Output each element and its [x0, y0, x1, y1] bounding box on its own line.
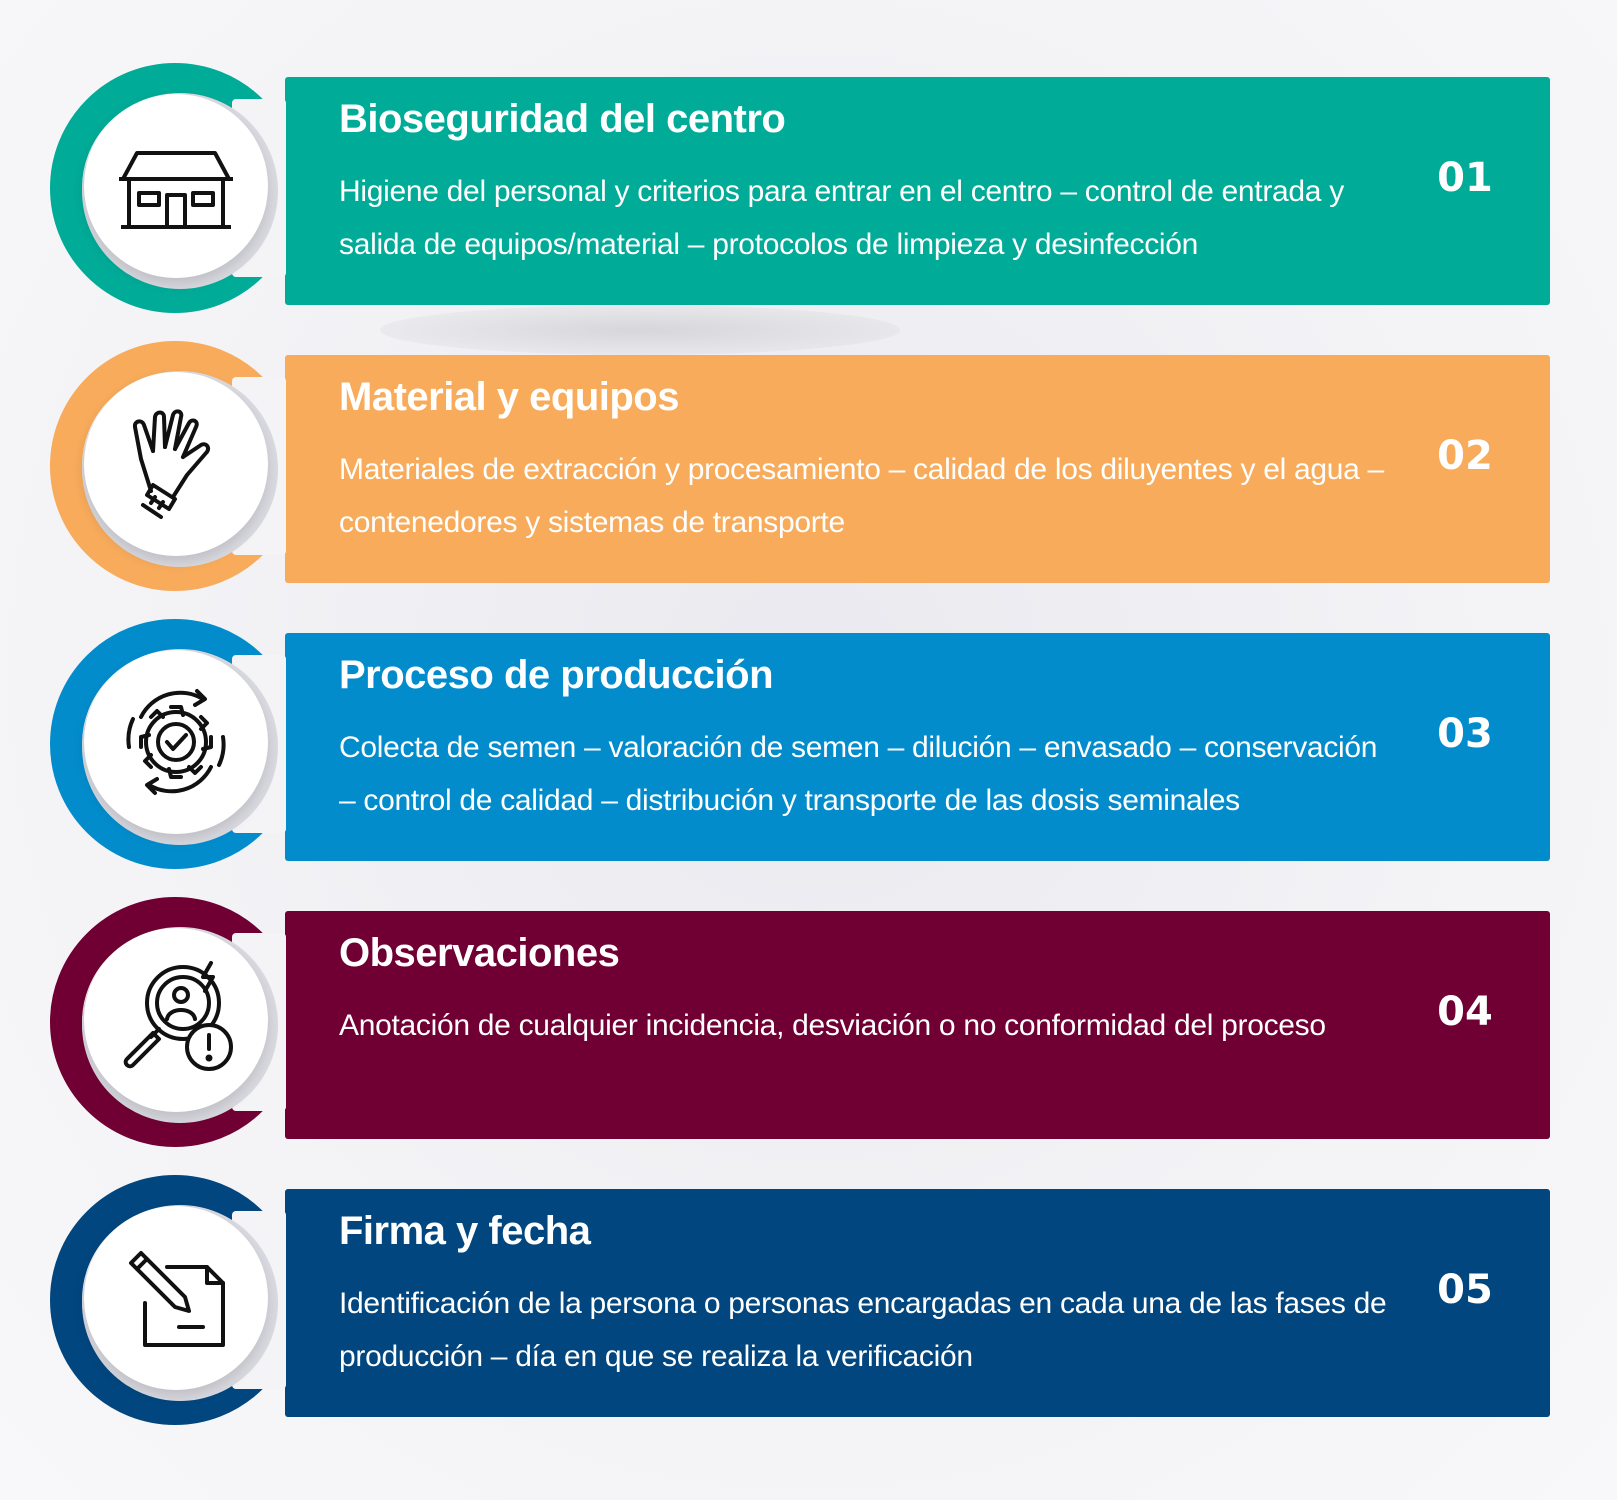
step-description: Higiene del personal y criterios para en… — [339, 175, 1344, 261]
step-card — [285, 1189, 1550, 1417]
icon-disc — [84, 650, 268, 834]
step-number: 01 — [1437, 155, 1493, 201]
step-number: 04 — [1437, 989, 1493, 1035]
step-title: Material y equipos — [339, 375, 679, 419]
decorative-shadow — [380, 305, 900, 355]
step-number: 03 — [1437, 711, 1493, 757]
icon-disc — [84, 1206, 268, 1390]
icon-disc — [84, 372, 268, 556]
step-card — [285, 633, 1550, 861]
step-description: Identificación de la persona o personas … — [339, 1287, 1387, 1373]
step-3: Proceso de producción Colecta de semen –… — [0, 619, 1617, 879]
step-4: Observaciones Anotación de cualquier inc… — [0, 897, 1617, 1157]
icon-disc — [84, 928, 268, 1112]
house-icon — [119, 151, 233, 229]
step-title: Bioseguridad del centro — [339, 97, 786, 141]
step-1: Bioseguridad del centro Higiene del pers… — [0, 63, 1617, 323]
step-number: 05 — [1437, 1267, 1493, 1313]
step-number: 02 — [1437, 433, 1493, 479]
step-5: Firma y fecha Identificación de la perso… — [0, 1175, 1617, 1435]
step-description: Materiales de extracción y procesamiento… — [339, 453, 1384, 539]
step-card — [285, 911, 1550, 1139]
magnifier-alert-icon — [123, 961, 233, 1071]
icon-disc — [84, 94, 268, 278]
glove-icon — [132, 409, 211, 519]
step-description: Colecta de semen – valoración de semen –… — [339, 731, 1378, 817]
step-description: Anotación de cualquier incidencia, desvi… — [339, 1009, 1326, 1042]
step-title: Proceso de producción — [339, 653, 774, 697]
step-title: Firma y fecha — [339, 1209, 591, 1253]
step-card — [285, 77, 1550, 305]
gear-check-icon — [126, 689, 226, 795]
step-2: Material y equipos Materiales de extracc… — [0, 341, 1617, 601]
step-card — [285, 355, 1550, 583]
document-pen-icon — [129, 1251, 225, 1347]
step-title: Observaciones — [339, 931, 620, 975]
